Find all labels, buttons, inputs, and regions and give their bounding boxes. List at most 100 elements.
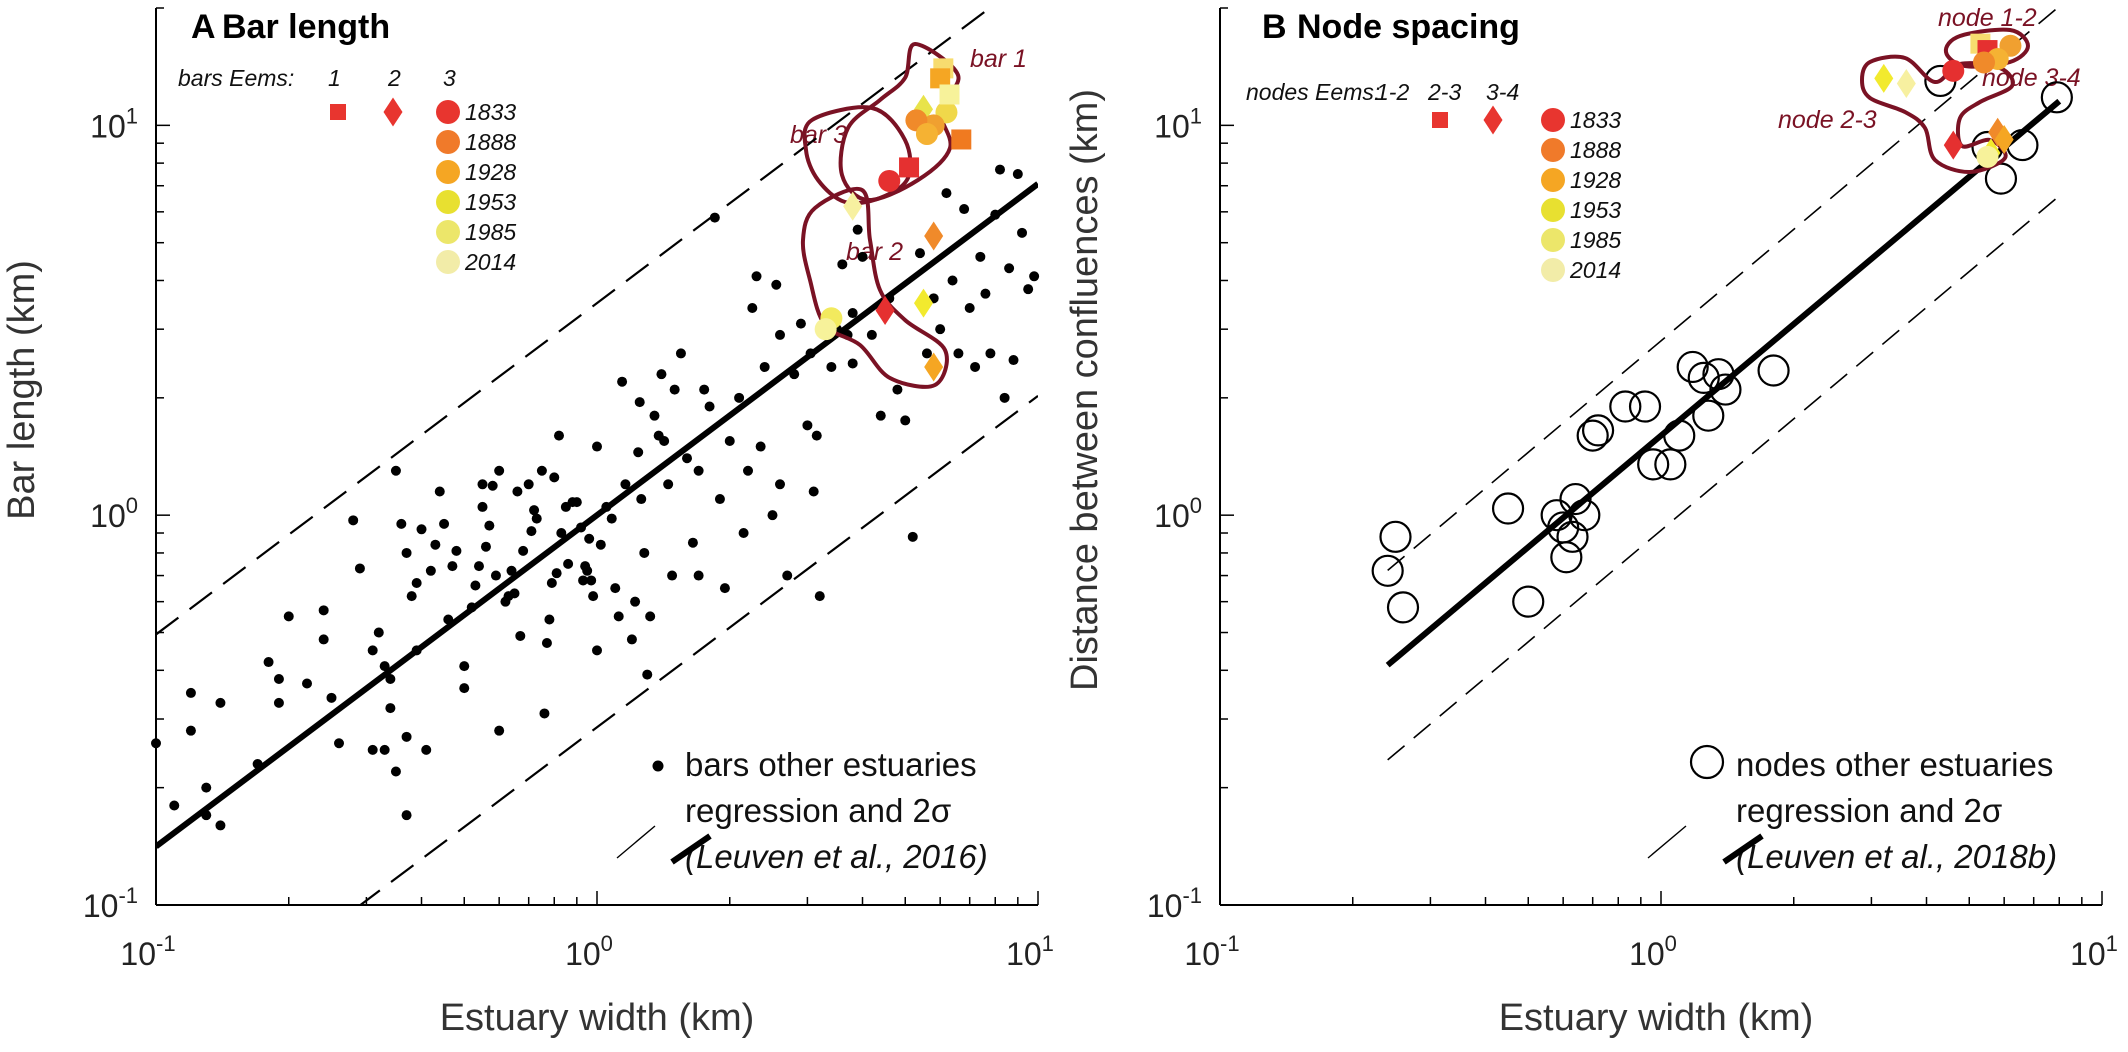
panel-a-data-point — [642, 669, 653, 680]
panel-a-data-point — [743, 465, 754, 476]
panel-b-legend-open-circle — [1689, 744, 1725, 780]
panel-b-y-tick-exp: 0 — [1190, 493, 1202, 518]
panel-a-data-point — [617, 376, 628, 387]
panel-a-inset-circle-1953 — [436, 190, 460, 214]
panel-a-data-point — [215, 820, 226, 831]
panel-a-data-point — [1012, 169, 1023, 180]
panel-b-x-tick-exp: -1 — [1220, 931, 1240, 956]
panel-a-data-point — [953, 348, 964, 359]
panel-b-data-point — [1386, 591, 1420, 624]
panel-a-data-point — [477, 501, 488, 512]
panel-a-data-point — [947, 275, 958, 286]
panel-b-inset-col-2: 2-3 — [1427, 79, 1461, 105]
panel-a-inset-year-1833: 1833 — [465, 99, 516, 125]
panel-b-inset-year-2014: 2014 — [1569, 257, 1621, 283]
panel-b-sigma-upper-line — [1387, 8, 2059, 572]
panel-a-data-point — [459, 683, 470, 694]
panel-a-data-point — [551, 568, 562, 579]
panel-a-eems-point — [930, 68, 951, 89]
panel-b-inset-col-3: 3-4 — [1486, 79, 1519, 105]
panel-a-data-point — [470, 580, 481, 591]
panel-b-x-tick-label: 100 — [1629, 931, 1677, 972]
panel-a-y-tick-exp: 0 — [126, 493, 138, 518]
panel-a-letter: A — [191, 8, 216, 46]
panel-b-inset-circle-1833 — [1541, 108, 1565, 132]
panel-b-inset-year-1888: 1888 — [1570, 137, 1621, 163]
panel-a-data-point — [539, 708, 550, 719]
panel-a-data-point — [1008, 355, 1019, 366]
panel-a-data-point — [283, 611, 294, 622]
panel-a-data-point — [826, 361, 837, 372]
panel-b-legend-points-label: nodes other estuaries — [1736, 746, 2053, 783]
panel-a-eems-point — [843, 191, 863, 221]
panel-a-eems-point — [913, 288, 933, 318]
panel-a-data-point — [588, 591, 599, 602]
panel-b-data-point — [1637, 448, 1670, 481]
panel-b-inset-year-1985: 1985 — [1570, 227, 1621, 253]
panel-b-data-point — [1576, 419, 1609, 452]
panel-a-data-point — [379, 744, 390, 755]
panel-a-data-point — [805, 348, 816, 359]
panel-a-inset-circle-2014 — [436, 250, 460, 274]
panel-a-title: Bar length — [222, 8, 390, 46]
panel-a-inset-col-2: 2 — [387, 65, 401, 91]
panel-a-data-point — [201, 782, 212, 793]
panel-a-data-point — [970, 361, 981, 372]
panel-a-y-tick-exp: 1 — [126, 103, 138, 128]
panel-b-region-outline-node-1-2 — [1943, 27, 2031, 69]
panel-a-data-point — [613, 611, 624, 622]
panel-b-x-axis-title: Estuary width (km) — [1499, 997, 1814, 1039]
panel-a-x-tick-exp: 1 — [1042, 931, 1054, 956]
panel-b-data-point — [1609, 390, 1642, 423]
panel-a-data-point — [318, 605, 329, 616]
panel-b-inset-header: nodes Eems: — [1246, 79, 1380, 105]
panel-b-data-point — [1550, 541, 1583, 574]
panel-b-data-point — [1687, 361, 1720, 394]
panel-a-data-point — [348, 515, 359, 526]
panel-a-x-tick-label: 100 — [565, 931, 613, 972]
panel-a-data-point — [767, 510, 778, 521]
panel-a-data-point — [907, 531, 918, 542]
panel-a-data-point — [367, 645, 378, 656]
panel-a-data-point — [379, 661, 390, 672]
panel-a-x-tick-exp: 0 — [601, 931, 613, 956]
panel-a-data-point — [656, 369, 667, 380]
panel-b-letter: B — [1262, 8, 1287, 46]
panel-a-data-point — [999, 392, 1010, 403]
panel-b-x-tick-base: 10 — [1629, 936, 1665, 972]
panel-a-data-point — [964, 302, 975, 313]
panel-a-data-point — [634, 397, 645, 408]
panel-a-data-point — [789, 369, 800, 380]
panel-a-data-point — [536, 465, 547, 476]
panel-b-inset-year-1928: 1928 — [1570, 167, 1621, 193]
panel-a-eems-point — [875, 295, 895, 325]
panel-a-data-point — [401, 547, 412, 558]
panel-a-data-point — [782, 570, 793, 581]
panel-a-eems-point — [939, 84, 960, 105]
panel-a-data-point — [751, 271, 762, 282]
panel-b-x-tick-label: 10-1 — [1184, 931, 1239, 972]
panel-a-data-point — [975, 251, 986, 262]
panel-a-data-point — [852, 224, 863, 235]
panel-a-inset-circle-1888 — [436, 130, 460, 154]
panel-a-data-point — [531, 513, 542, 524]
panel-b-inset-circle-2014 — [1541, 258, 1565, 282]
panel-b-legend-line-label: regression and 2σ — [1736, 792, 2002, 829]
panel-b-title: Node spacing — [1297, 8, 1520, 46]
panel-a-data-point — [847, 308, 858, 319]
panel-b-y-tick-label: 101 — [1154, 103, 1202, 144]
panel-a-data-point — [857, 251, 868, 262]
panel-a-data-point — [808, 486, 819, 497]
panel-a-y-axis-title: Bar length (km) — [1, 260, 43, 520]
panel-b-data-point — [2040, 81, 2073, 114]
panel-a-data-point — [606, 513, 617, 524]
panel-a-data-point — [578, 575, 589, 586]
panel-a-data-point — [473, 561, 484, 572]
panel-a-data-point — [169, 800, 180, 811]
panel-b-inset-year-1833: 1833 — [1570, 107, 1621, 133]
panel-a-data-point — [416, 524, 427, 535]
panel-a-data-point — [215, 697, 226, 708]
panel-a-x-tick-label: 10-1 — [120, 931, 175, 972]
panel-a-data-point — [526, 526, 537, 537]
